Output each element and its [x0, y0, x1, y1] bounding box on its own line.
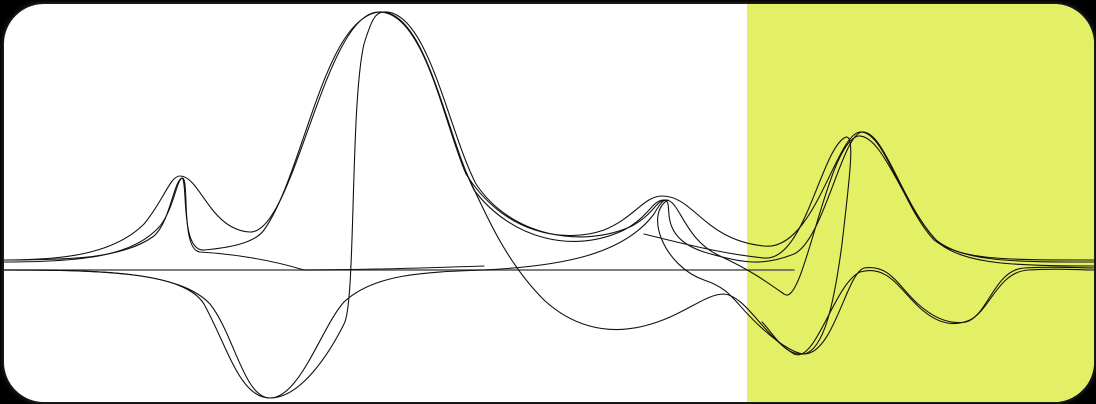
diagram-panel — [4, 4, 1094, 402]
waveform-curve-b — [4, 11, 1094, 263]
highlight-band — [747, 4, 1094, 402]
waveform-curve-d — [4, 199, 1094, 399]
waveform-curve-e — [465, 171, 1094, 356]
waveform-plot — [4, 11, 1094, 399]
waveform-curve-c — [4, 11, 1094, 399]
waveform-curve-g — [4, 177, 485, 271]
waveform-curve-a — [4, 11, 1094, 261]
waveform-curve-f — [643, 136, 852, 355]
